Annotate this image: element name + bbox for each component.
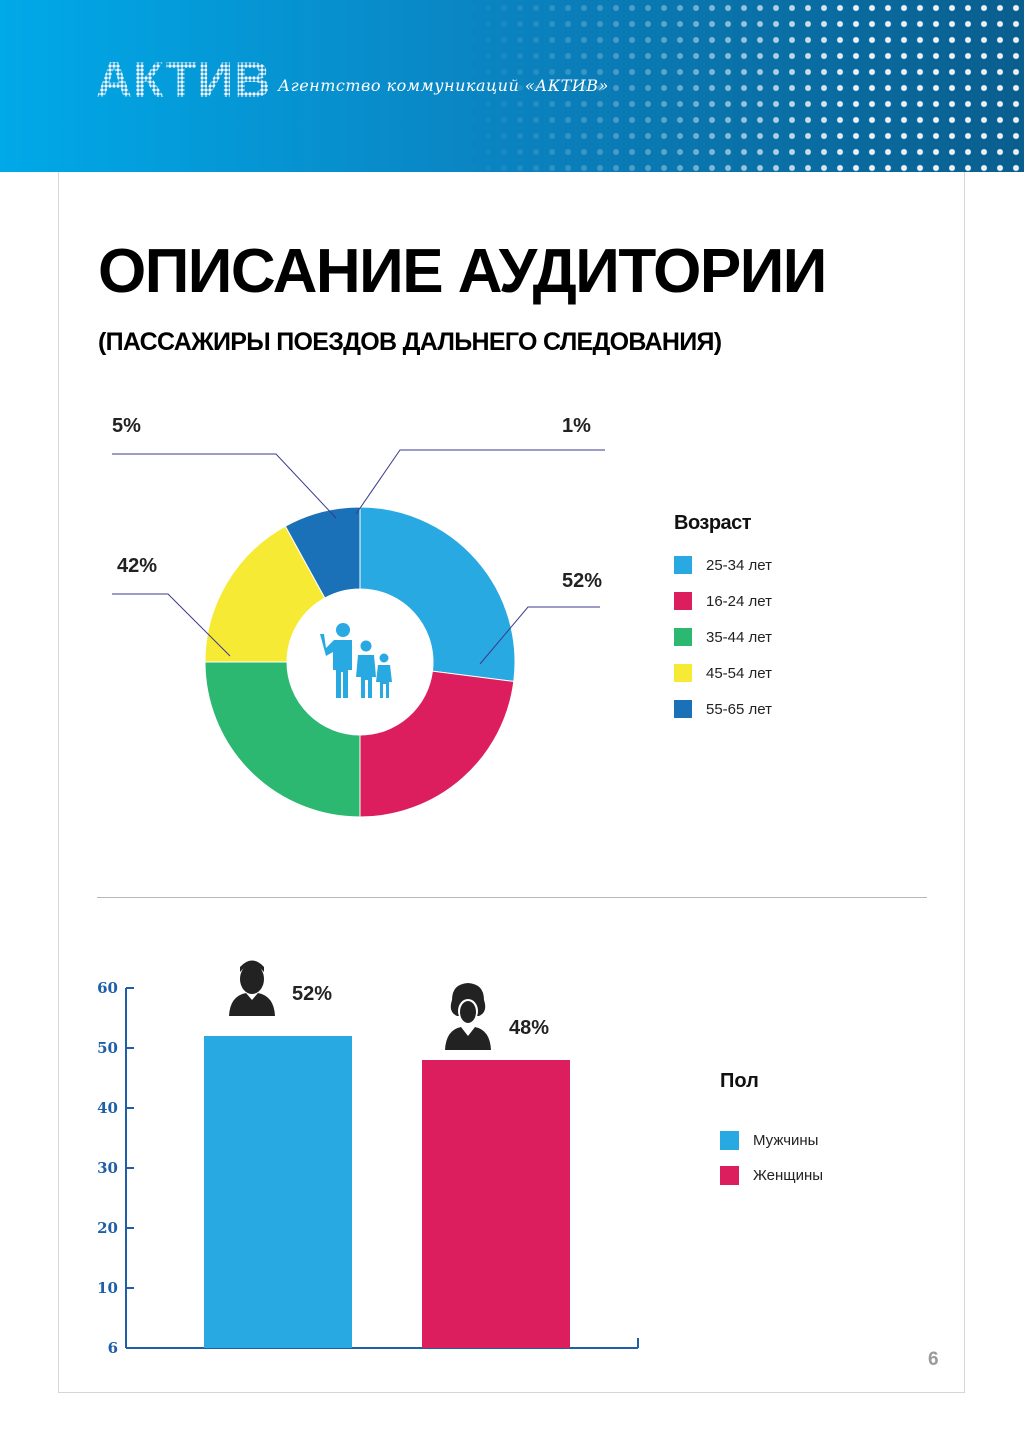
gender-legend-title: Пол	[720, 1070, 759, 1092]
y-tick-label: 60	[97, 979, 118, 997]
legend-label: 35-44 лет	[706, 628, 772, 646]
legend-label-women: Женщины	[753, 1167, 824, 1184]
callout-line-52	[479, 606, 600, 665]
legend-item-25-34: 25-34 лет	[674, 547, 772, 583]
legend-swatch-women	[720, 1166, 739, 1185]
callout-line-5	[112, 453, 337, 519]
legend-label: 16-24 лет	[706, 592, 772, 610]
legend-item-35-44: 35-44 лет	[674, 619, 772, 655]
legend-label: 55-65 лет	[706, 700, 772, 718]
page-subtitle: (ПАССАЖИРЫ ПОЕЗДОВ ДАЛЬНЕГО СЛЕДОВАНИЯ)	[98, 328, 722, 356]
callout-label-1: 1%	[562, 415, 591, 437]
y-tick-label: 40	[97, 1099, 118, 1117]
section-divider	[97, 897, 927, 898]
donut-slice-35-44-лет	[204, 661, 361, 818]
header-banner: АКТИВ Агентство коммуникаций «АКТИВ»	[0, 0, 1024, 172]
donut-slice-25-34-лет	[359, 506, 516, 682]
legend-label: 25-34 лет	[706, 556, 772, 574]
callout-label-5: 5%	[112, 415, 141, 437]
legend-item-women: Женщины	[720, 1158, 823, 1193]
man-icon	[229, 960, 275, 1016]
donut-slice-55-65-лет	[284, 506, 361, 599]
legend-swatch-16-24	[674, 592, 692, 610]
legend-item-55-65: 55-65 лет	[674, 691, 772, 727]
gender-legend: Пол Мужчины Женщины	[720, 1070, 823, 1193]
legend-item-16-24: 16-24 лет	[674, 583, 772, 619]
y-tick-label: 50	[97, 1039, 118, 1057]
family-icon	[320, 623, 392, 698]
woman-icon	[445, 983, 491, 1050]
legend-swatch-35-44	[674, 628, 692, 646]
callout-lines	[112, 449, 605, 665]
legend-swatch-55-65	[674, 700, 692, 718]
bar-value-men: 52%	[292, 983, 333, 1005]
legend-label-men: Мужчины	[753, 1132, 819, 1149]
callout-line-1	[355, 449, 605, 515]
legend-swatch-45-54	[674, 664, 692, 682]
halftone-dot-pattern	[464, 0, 1024, 172]
callout-line-42	[112, 593, 231, 657]
bar-men	[204, 1036, 352, 1348]
legend-item-men: Мужчины	[720, 1123, 823, 1158]
legend-swatch-25-34	[674, 556, 692, 574]
y-tick-label: 30	[97, 1159, 118, 1177]
aktiv-logo: АКТИВ	[96, 52, 272, 108]
donut-slice-45-54-лет	[204, 525, 326, 663]
age-legend-title: Возраст	[674, 512, 752, 534]
agency-tagline: Агентство коммуникаций «АКТИВ»	[278, 76, 609, 95]
legend-item-45-54: 45-54 лет	[674, 655, 772, 691]
page-title: ОПИСАНИЕ АУДИТОРИИ	[98, 237, 827, 306]
bar-women	[422, 1060, 570, 1348]
legend-label: 45-54 лет	[706, 664, 772, 682]
y-tick-label: 10	[97, 1279, 118, 1297]
callout-label-42: 42%	[117, 555, 158, 577]
y-tick-label: 6	[108, 1339, 118, 1357]
legend-swatch-men	[720, 1131, 739, 1150]
y-tick-label: 20	[97, 1219, 118, 1237]
bar-axes: 6 10 20 30 40 50 60	[97, 979, 639, 1357]
callout-label-52: 52%	[562, 570, 603, 592]
gender-bar-chart: 6 10 20 30 40 50 60	[97, 960, 639, 1357]
age-donut-chart	[112, 449, 605, 818]
page-number: 6	[928, 1349, 939, 1370]
bar-value-women: 48%	[509, 1017, 550, 1039]
page-frame	[58, 172, 965, 1393]
age-legend: Возраст 25-34 лет 16-24 лет 35-44 лет 45…	[674, 512, 772, 727]
donut-slice-16-24-лет	[359, 670, 515, 818]
